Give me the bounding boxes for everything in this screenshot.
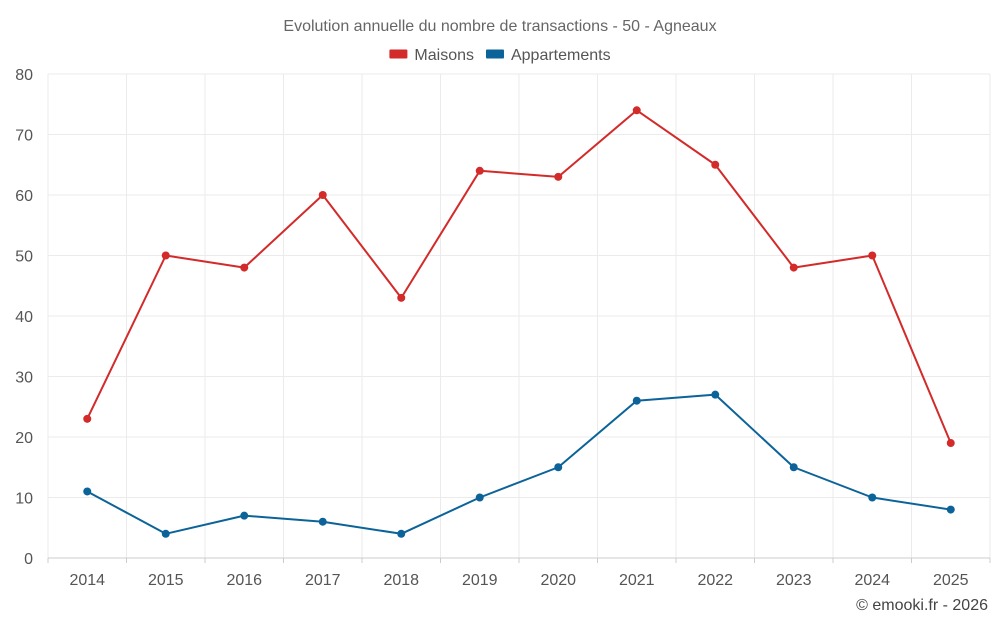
series-layer [83,106,955,538]
x-tick-label: 2021 [619,572,655,589]
y-tick-label: 60 [15,188,33,205]
x-tick-label: 2015 [148,572,184,589]
data-point-appartements[interactable] [318,517,327,526]
data-point-appartements[interactable] [240,511,249,520]
data-point-appartements[interactable] [475,493,484,502]
x-tick-label: 2020 [540,572,576,589]
chart-title: Evolution annuelle du nombre de transact… [283,18,716,35]
y-tick-label: 40 [15,309,33,326]
data-point-appartements[interactable] [632,396,641,405]
data-point-maisons[interactable] [946,439,955,448]
data-point-appartements[interactable] [161,529,170,538]
data-point-appartements[interactable] [554,463,563,472]
data-point-maisons[interactable] [83,414,92,423]
y-tick-label: 0 [24,551,33,568]
x-tick-label: 2016 [226,572,262,589]
y-tick-label: 10 [15,491,33,508]
x-tick-label: 2018 [383,572,419,589]
data-point-maisons[interactable] [318,191,327,199]
y-tick-label: 30 [15,370,33,387]
data-point-maisons[interactable] [868,251,877,260]
legend-swatch-maisons [389,49,408,59]
x-tick-label: 2022 [697,572,733,589]
x-tick-label: 2024 [854,572,890,589]
y-tick-label: 70 [15,128,33,145]
series-appartements [83,390,955,538]
legend-item-maisons[interactable]: Maisons [389,47,474,64]
data-point-maisons[interactable] [789,263,798,272]
legend-swatch-appartements [485,49,504,59]
series-line-appartements [86,393,951,535]
data-point-maisons[interactable] [240,263,249,272]
data-point-maisons[interactable] [397,293,406,302]
data-point-appartements[interactable] [711,390,720,399]
legend: Maisons Appartements [389,47,611,64]
y-axis-ticks: 0 10 20 30 40 50 60 70 80 [15,67,33,568]
x-tick-label: 2025 [933,572,969,589]
data-point-maisons[interactable] [554,172,563,181]
y-tick-label: 80 [15,67,33,84]
x-axis-ticks: 2014 2015 2016 2017 2018 2019 2020 2021 2022 2023… [69,572,968,589]
legend-item-appartements[interactable]: Appartements [485,47,611,64]
legend-label-maisons: Maisons [414,47,474,64]
data-point-appartements[interactable] [946,505,955,514]
y-tick-label: 20 [15,430,33,447]
data-point-appartements[interactable] [868,493,877,502]
x-tick-label: 2019 [462,572,498,589]
data-point-appartements[interactable] [83,487,92,496]
data-point-maisons[interactable] [161,251,170,260]
x-tick-label: 2017 [305,572,341,589]
series-maisons [83,106,955,448]
data-point-appartements[interactable] [397,529,406,538]
data-point-maisons[interactable] [475,166,484,175]
legend-label-appartements: Appartements [511,47,611,64]
data-point-maisons[interactable] [711,160,720,169]
series-line-maisons [86,109,952,444]
x-tick-label: 2014 [69,572,105,589]
data-point-maisons[interactable] [632,106,641,115]
data-point-appartements[interactable] [789,463,798,472]
credit-text: © emooki.fr - 2026 [856,597,988,614]
axes [47,557,991,563]
y-tick-label: 50 [15,249,33,266]
x-tick-label: 2023 [776,572,812,589]
grid-lines [47,73,991,558]
